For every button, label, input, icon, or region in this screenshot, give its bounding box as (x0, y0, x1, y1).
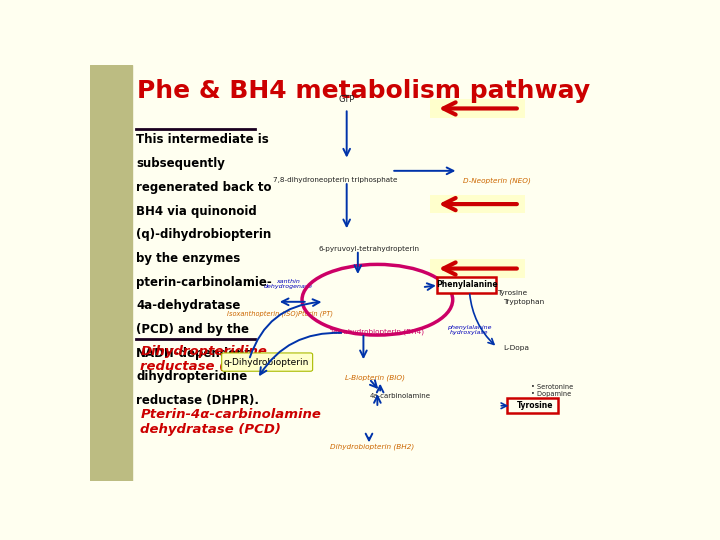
FancyBboxPatch shape (437, 277, 496, 293)
Text: q-Dihydrobiopterin: q-Dihydrobiopterin (223, 357, 308, 367)
Text: (q)-dihydrobiopterin: (q)-dihydrobiopterin (136, 228, 271, 241)
FancyBboxPatch shape (507, 399, 557, 413)
Text: Dihydropteridine
reductase (DHPR): Dihydropteridine reductase (DHPR) (140, 346, 274, 374)
Text: NADH-dependent: NADH-dependent (136, 347, 251, 360)
Text: Tyrosine: Tyrosine (498, 291, 528, 296)
Bar (431, 259, 526, 278)
Text: 6-pyruvoyl-tetrahydropterin: 6-pyruvoyl-tetrahydropterin (318, 246, 420, 252)
Text: Tyrosine: Tyrosine (517, 401, 553, 410)
Text: Tetrahydrobiopterin (BH4): Tetrahydrobiopterin (BH4) (330, 329, 424, 335)
Text: phenylalanine
hydroxylase: phenylalanine hydroxylase (447, 325, 492, 335)
Text: reductase (DHPR).: reductase (DHPR). (136, 394, 259, 407)
Text: by the enzymes: by the enzymes (136, 252, 240, 265)
Text: 4a-carbinolamine: 4a-carbinolamine (369, 393, 430, 399)
Text: • Serotonine: • Serotonine (531, 384, 573, 390)
Text: BH4 via quinonoid: BH4 via quinonoid (136, 205, 257, 218)
Text: 7,8-dihydroneopterin triphosphate: 7,8-dihydroneopterin triphosphate (274, 177, 397, 183)
Text: Tryptophan: Tryptophan (503, 299, 544, 305)
Text: L-Dopa: L-Dopa (503, 345, 529, 350)
Text: D-Neopterin (NEO): D-Neopterin (NEO) (464, 177, 531, 184)
Text: Pterin-4α-carbinolamine
dehydratase (PCD): Pterin-4α-carbinolamine dehydratase (PCD… (140, 408, 321, 436)
Text: regenerated back to: regenerated back to (136, 181, 272, 194)
Text: (PCD) and by the: (PCD) and by the (136, 323, 249, 336)
Text: Isoxanthopterin (ISO): Isoxanthopterin (ISO) (228, 310, 299, 317)
Text: Dihydrobiopterin (BH2): Dihydrobiopterin (BH2) (330, 443, 414, 450)
Bar (90, 65, 132, 481)
Text: Phe & BH4 metabolism pathway: Phe & BH4 metabolism pathway (138, 79, 590, 103)
Text: Pterin (PT): Pterin (PT) (299, 310, 333, 317)
Text: • Dopamine: • Dopamine (531, 391, 571, 397)
Bar (431, 99, 526, 118)
Text: pterin-carbinolamie-: pterin-carbinolamie- (136, 275, 272, 288)
Text: 4a-dehydratase: 4a-dehydratase (136, 299, 240, 312)
Text: subsequently: subsequently (136, 157, 225, 170)
Text: This intermediate is: This intermediate is (136, 133, 269, 146)
Text: L-Biopterin (BIO): L-Biopterin (BIO) (345, 375, 405, 381)
Text: GTP: GTP (338, 95, 355, 104)
Text: xanthin
dehydrogenase: xanthin dehydrogenase (264, 279, 312, 289)
Text: Phenylalanine: Phenylalanine (436, 280, 498, 289)
FancyBboxPatch shape (222, 353, 312, 371)
Bar (431, 195, 526, 213)
Text: dihydropteridine: dihydropteridine (136, 370, 248, 383)
